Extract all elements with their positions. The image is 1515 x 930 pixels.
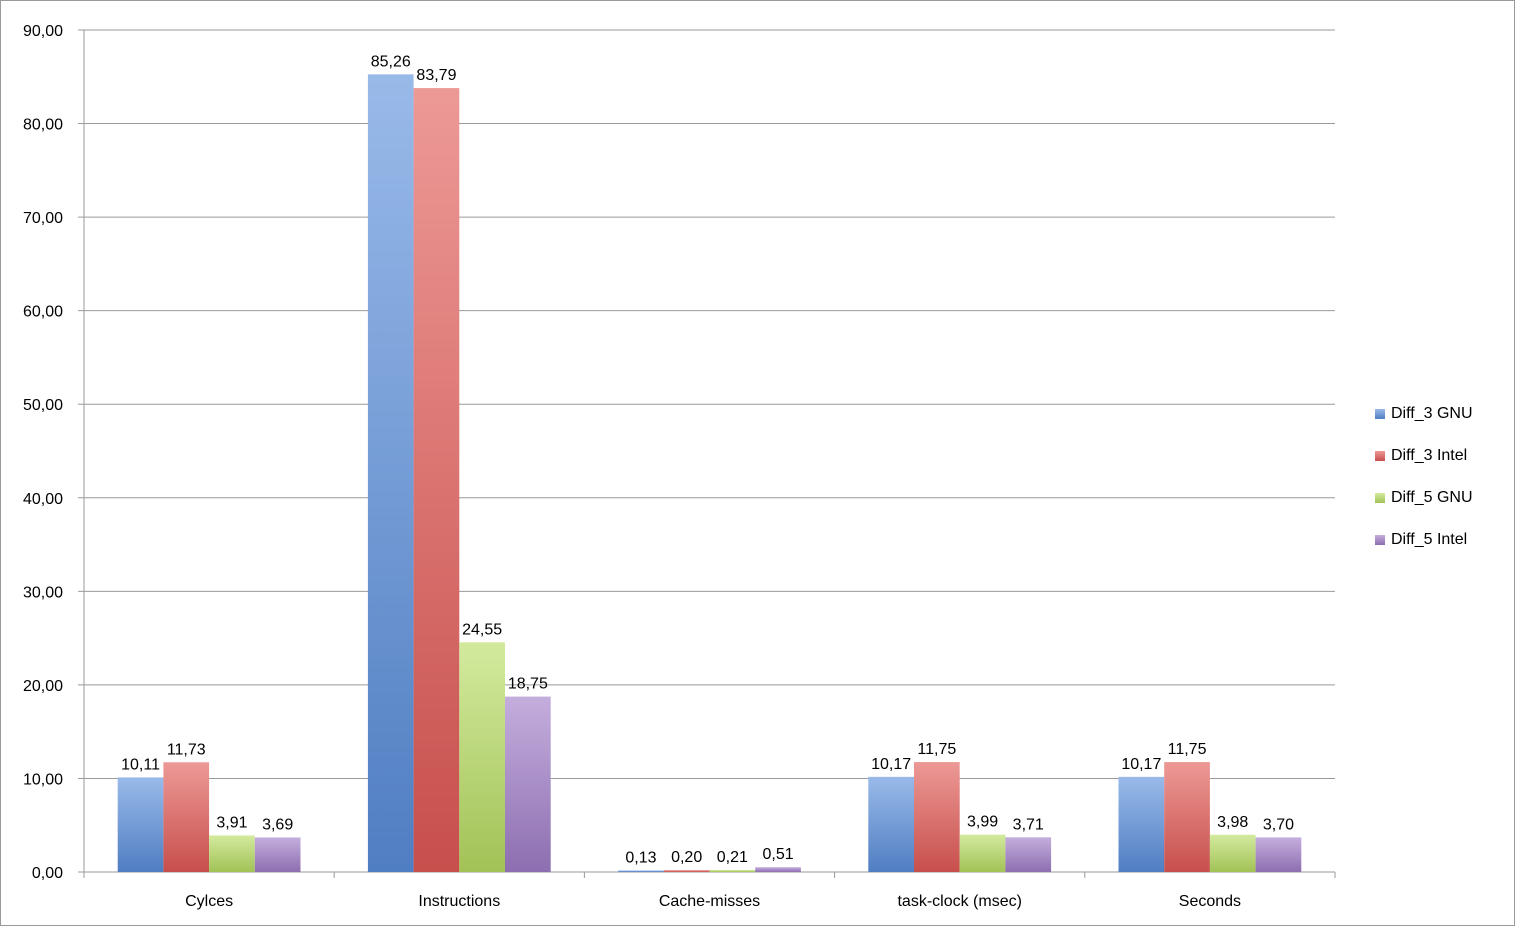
bar bbox=[709, 870, 756, 872]
x-category-label: Cylces bbox=[185, 893, 233, 910]
bar-value-label: 3,91 bbox=[216, 814, 247, 831]
y-tick-label: 30,00 bbox=[23, 584, 63, 601]
bar bbox=[459, 642, 505, 872]
bar-value-label: 11,75 bbox=[1168, 741, 1207, 758]
bar bbox=[254, 837, 301, 872]
bar bbox=[959, 834, 1006, 872]
bar-value-label: 10,17 bbox=[871, 756, 911, 773]
bar-value-label: 24,55 bbox=[462, 621, 502, 638]
legend-swatch bbox=[1375, 451, 1385, 461]
legend-swatch bbox=[1375, 409, 1385, 419]
bar bbox=[618, 870, 664, 872]
y-tick-label: 80,00 bbox=[23, 117, 63, 134]
y-tick-label: 90,00 bbox=[23, 23, 63, 40]
legend-item: Diff_3 GNU bbox=[1375, 393, 1473, 435]
legend: Diff_3 GNU Diff_3 Intel Diff_5 GNU Diff_5 I… bbox=[1375, 393, 1473, 561]
bar bbox=[209, 835, 255, 872]
legend-item: Diff_5 Intel bbox=[1375, 519, 1473, 561]
bar bbox=[367, 74, 414, 872]
bar-value-label: 10,17 bbox=[1121, 756, 1161, 773]
bar-value-label: 3,69 bbox=[262, 816, 293, 833]
bar-value-label: 3,71 bbox=[1013, 816, 1044, 833]
bar bbox=[663, 870, 710, 872]
y-tick-label: 70,00 bbox=[23, 210, 63, 227]
y-tick-label: 50,00 bbox=[23, 397, 63, 414]
bar-value-label: 10,11 bbox=[121, 756, 160, 773]
y-tick-label: 60,00 bbox=[23, 304, 63, 321]
x-category-label: Cache-misses bbox=[659, 893, 760, 910]
y-tick-label: 40,00 bbox=[23, 491, 63, 508]
gridlines bbox=[84, 29, 1335, 873]
bar bbox=[1005, 837, 1052, 872]
bar-value-label: 83,79 bbox=[416, 67, 456, 84]
legend-item: Diff_5 GNU bbox=[1375, 477, 1473, 519]
bar-value-label: 0,13 bbox=[625, 850, 656, 867]
bar bbox=[1164, 762, 1210, 872]
bar-value-label: 11,75 bbox=[917, 741, 956, 758]
bar-value-label: 0,21 bbox=[717, 849, 748, 866]
x-category-label: Instructions bbox=[418, 893, 500, 910]
bar bbox=[1209, 834, 1256, 872]
y-tick-label: 10,00 bbox=[23, 771, 63, 788]
legend-label: Diff_3 GNU bbox=[1391, 405, 1473, 422]
bar bbox=[755, 867, 801, 872]
data-labels: 10,11 11,73 3,91 3,69 85,26 83,79 24,55 18,75 0,… bbox=[121, 53, 1294, 866]
bar-value-label: 18,75 bbox=[508, 676, 548, 693]
legend-item: Diff_3 Intel bbox=[1375, 435, 1473, 477]
bar bbox=[868, 776, 914, 872]
legend-label: Diff_5 GNU bbox=[1391, 489, 1473, 506]
legend-label: Diff_5 Intel bbox=[1391, 531, 1468, 548]
bar bbox=[413, 88, 460, 872]
bar-value-label: 3,98 bbox=[1217, 814, 1248, 831]
bar-value-label: 0,20 bbox=[671, 849, 702, 866]
bar-value-label: 0,51 bbox=[762, 846, 793, 863]
legend-label: Diff_3 Intel bbox=[1391, 447, 1468, 464]
y-tick-label: 20,00 bbox=[23, 678, 63, 695]
bar bbox=[505, 696, 551, 872]
x-category-label: task-clock (msec) bbox=[897, 893, 1021, 910]
bar-value-label: 3,70 bbox=[1263, 816, 1294, 833]
bar bbox=[117, 777, 164, 872]
bar-value-label: 3,99 bbox=[967, 814, 998, 831]
y-tick-label: 0,00 bbox=[32, 865, 63, 882]
legend-swatch bbox=[1375, 535, 1385, 545]
bar bbox=[163, 762, 210, 872]
bar bbox=[1255, 837, 1302, 872]
bar bbox=[1118, 776, 1165, 872]
x-category-label: Seconds bbox=[1179, 893, 1241, 910]
bar bbox=[914, 762, 960, 872]
bar-value-label: 85,26 bbox=[371, 53, 411, 70]
bar-value-label: 11,73 bbox=[167, 741, 206, 758]
bars bbox=[117, 74, 1302, 872]
legend-swatch bbox=[1375, 493, 1385, 503]
